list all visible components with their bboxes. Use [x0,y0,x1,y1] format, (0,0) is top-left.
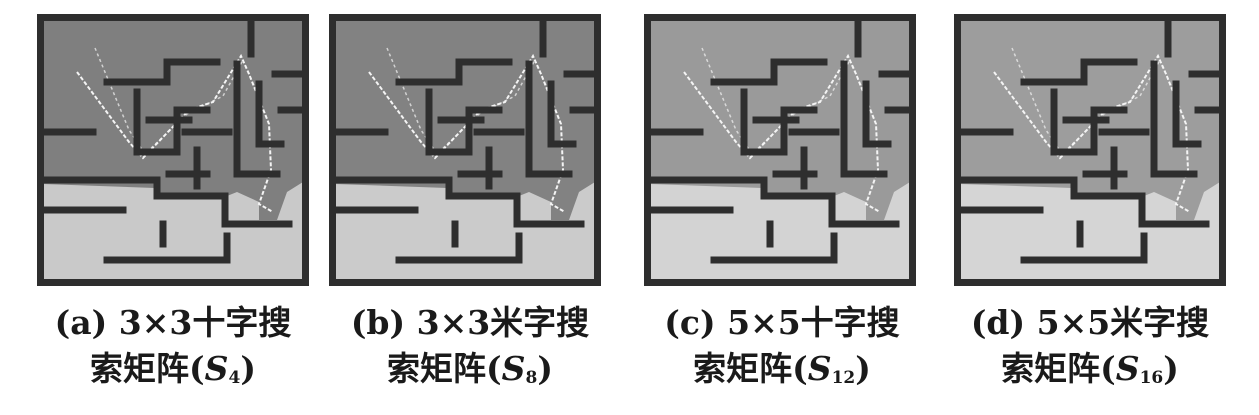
caption-a-prefix: 索矩阵( [90,349,205,388]
maze-image-b [329,14,601,286]
caption-d-line1: (d) 5×5米字搜 [970,303,1210,342]
caption-a-subscript: 4 [228,368,241,388]
caption-c: (c) 5×5十字搜 索矩阵(S12) [632,300,932,401]
caption-b-line2: 索矩阵(S8) [320,346,620,401]
maze-panel-a [37,14,309,286]
caption-d-symbol: S [1115,349,1140,388]
caption-c-symbol: S [807,349,832,388]
caption-c-prefix: 索矩阵( [693,349,808,388]
maze-panel-c [644,14,916,286]
maze-image-a [37,14,309,286]
caption-a-line1: (a) 3×3十字搜 [54,303,292,342]
caption-b-subscript: 8 [525,368,538,388]
maze-border [37,14,309,286]
caption-b-line1: (b) 3×3米字搜 [350,303,590,342]
caption-b-prefix: 索矩阵( [387,349,502,388]
caption-d-suffix: ) [1163,349,1179,388]
caption-b-symbol: S [501,349,526,388]
maze-border [954,14,1226,286]
maze-planned-path [76,53,274,213]
caption-c-line2: 索矩阵(S12) [632,346,932,401]
maze-border [329,14,601,286]
maze-image-d [954,14,1226,286]
caption-b: (b) 3×3米字搜 索矩阵(S8) [320,300,620,401]
caption-a-symbol: S [204,349,229,388]
caption-d-line2: 索矩阵(S16) [940,346,1240,401]
caption-d: (d) 5×5米字搜 索矩阵(S16) [940,300,1240,401]
caption-c-subscript: 12 [831,368,856,388]
caption-d-prefix: 索矩阵( [1001,349,1116,388]
caption-a-line2: 索矩阵(S4) [23,346,323,401]
maze-planned-path [993,53,1191,213]
caption-c-line1: (c) 5×5十字搜 [664,303,900,342]
maze-border [644,14,916,286]
maze-panel-b [329,14,601,286]
maze-planned-path [683,53,881,213]
caption-a: (a) 3×3十字搜 索矩阵(S4) [23,300,323,401]
maze-panel-d [954,14,1226,286]
caption-a-suffix: ) [240,349,256,388]
maze-image-c [644,14,916,286]
maze-planned-path [368,53,566,213]
caption-c-suffix: ) [855,349,871,388]
caption-d-subscript: 16 [1139,368,1164,388]
caption-b-suffix: ) [537,349,553,388]
